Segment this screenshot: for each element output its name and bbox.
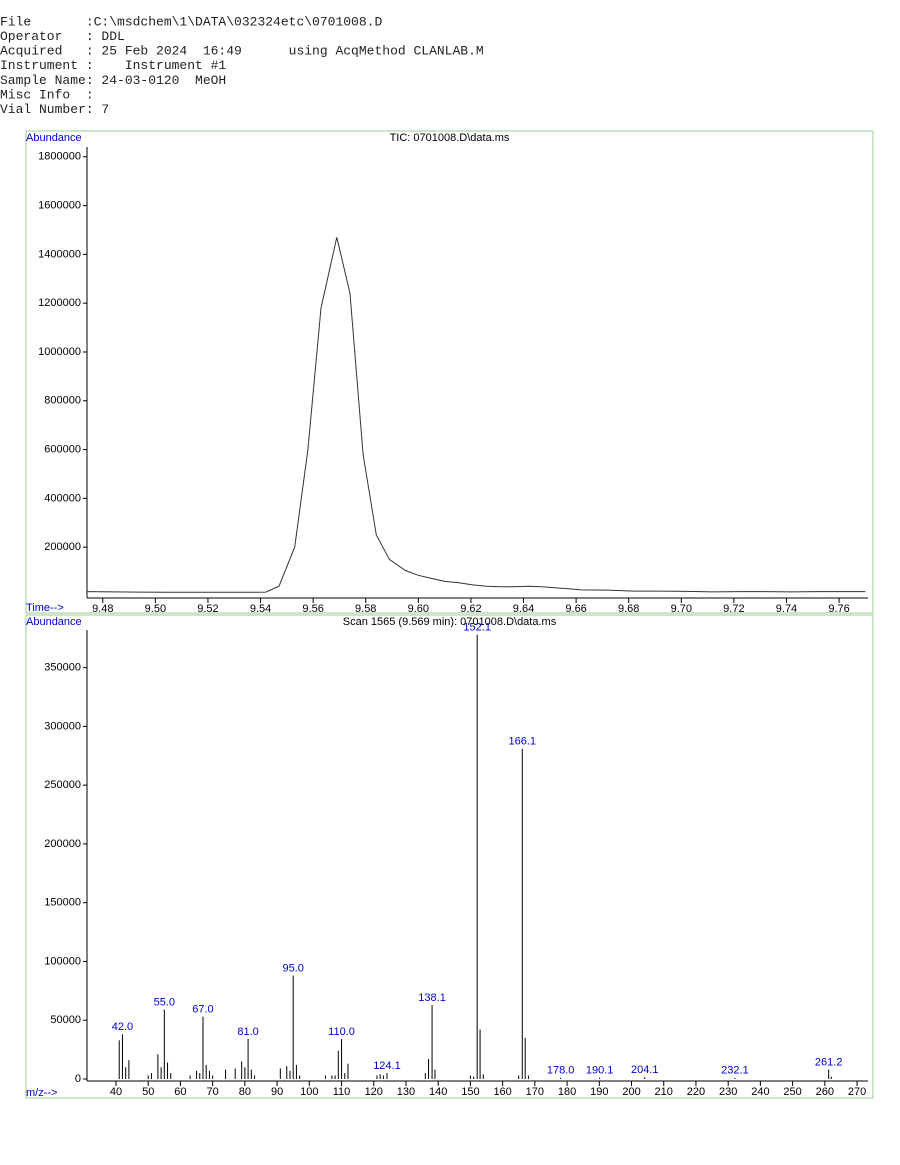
peak-label: 232.1 bbox=[721, 1065, 749, 1077]
x-tick-label: 9.48 bbox=[92, 603, 113, 615]
peak-label: 110.0 bbox=[328, 1026, 355, 1038]
x-tick-label: 260 bbox=[816, 1086, 834, 1098]
peak-label: 95.0 bbox=[282, 962, 303, 974]
y-tick-label: 0 bbox=[75, 1073, 81, 1085]
chart-title: TIC: 0701008.D\data.ms bbox=[390, 132, 510, 144]
y-tick-label: 300000 bbox=[44, 720, 81, 732]
y-tick-label: 1200000 bbox=[38, 297, 81, 309]
x-tick-label: 240 bbox=[751, 1086, 769, 1098]
y-tick-label: 1000000 bbox=[38, 346, 81, 358]
y-tick-label: 1600000 bbox=[38, 199, 81, 211]
x-tick-label: 140 bbox=[429, 1086, 447, 1098]
peak-label: 152.1 bbox=[463, 622, 491, 634]
peak-label: 124.1 bbox=[373, 1060, 401, 1072]
x-tick-label: 110 bbox=[333, 1086, 351, 1098]
peak-label: 55.0 bbox=[154, 997, 175, 1009]
x-tick-label: 9.52 bbox=[197, 603, 218, 615]
y-axis-label: Abundance bbox=[26, 132, 82, 144]
chart-frame bbox=[25, 130, 874, 614]
x-tick-label: 9.60 bbox=[408, 603, 429, 615]
x-tick-label: 130 bbox=[397, 1086, 415, 1098]
peak-label: 138.1 bbox=[418, 992, 446, 1004]
x-axis-label: Time--> bbox=[26, 602, 64, 614]
x-tick-label: 200 bbox=[622, 1086, 640, 1098]
chart-frame bbox=[25, 614, 874, 1099]
x-tick-label: 9.74 bbox=[776, 603, 797, 615]
y-tick-label: 600000 bbox=[44, 443, 81, 455]
peak-label: 178.0 bbox=[547, 1065, 575, 1077]
x-tick-label: 230 bbox=[719, 1086, 737, 1098]
x-tick-label: 170 bbox=[526, 1086, 544, 1098]
x-tick-label: 9.76 bbox=[828, 603, 849, 615]
y-tick-label: 400000 bbox=[44, 492, 81, 504]
x-tick-label: 9.50 bbox=[145, 603, 166, 615]
x-tick-label: 250 bbox=[783, 1086, 801, 1098]
peak-label: 67.0 bbox=[192, 1004, 213, 1016]
peak-label: 204.1 bbox=[631, 1064, 659, 1076]
tic-line bbox=[86, 237, 866, 593]
x-tick-label: 9.62 bbox=[460, 603, 481, 615]
y-tick-label: 1400000 bbox=[38, 248, 81, 260]
peak-label: 190.1 bbox=[586, 1065, 614, 1077]
y-tick-label: 150000 bbox=[44, 897, 81, 909]
x-tick-label: 90 bbox=[271, 1086, 283, 1098]
peak-label: 166.1 bbox=[509, 736, 537, 748]
x-tick-label: 9.68 bbox=[618, 603, 639, 615]
chart-title: Scan 1565 (9.569 min): 0701008.D\data.ms bbox=[343, 616, 557, 628]
y-tick-label: 200000 bbox=[44, 838, 81, 850]
x-tick-label: 160 bbox=[493, 1086, 511, 1098]
x-axis-label: m/z--> bbox=[26, 1087, 57, 1099]
x-tick-label: 180 bbox=[558, 1086, 576, 1098]
x-tick-label: 9.54 bbox=[250, 603, 271, 615]
header-line: Misc Info : bbox=[0, 87, 94, 102]
header-line: Operator : DDL bbox=[0, 29, 125, 44]
peak-label: 261.2 bbox=[815, 1057, 843, 1069]
x-tick-label: 40 bbox=[110, 1086, 122, 1098]
x-tick-label: 9.66 bbox=[565, 603, 586, 615]
x-tick-label: 60 bbox=[174, 1086, 186, 1098]
x-tick-label: 70 bbox=[207, 1086, 219, 1098]
x-tick-label: 150 bbox=[461, 1086, 479, 1098]
x-tick-label: 50 bbox=[142, 1086, 154, 1098]
x-tick-label: 220 bbox=[687, 1086, 705, 1098]
x-tick-label: 9.58 bbox=[355, 603, 376, 615]
header-line: File :C:\msdchem\1\DATA\032324etc\070100… bbox=[0, 14, 382, 29]
x-tick-label: 190 bbox=[590, 1086, 608, 1098]
x-tick-label: 9.56 bbox=[302, 603, 323, 615]
y-axis-label: Abundance bbox=[26, 616, 82, 628]
y-tick-label: 800000 bbox=[44, 395, 81, 407]
y-tick-label: 350000 bbox=[44, 662, 81, 674]
header-line: Acquired : 25 Feb 2024 16:49 using AcqMe… bbox=[0, 44, 484, 59]
x-tick-label: 120 bbox=[365, 1086, 383, 1098]
header-line: Instrument : Instrument #1 bbox=[0, 58, 226, 73]
x-tick-label: 100 bbox=[300, 1086, 318, 1098]
y-tick-label: 200000 bbox=[44, 541, 81, 553]
x-tick-label: 9.64 bbox=[513, 603, 534, 615]
x-tick-label: 9.70 bbox=[671, 603, 692, 615]
y-tick-label: 50000 bbox=[50, 1014, 81, 1026]
x-tick-label: 80 bbox=[239, 1086, 251, 1098]
y-tick-label: 1800000 bbox=[38, 151, 81, 163]
x-tick-label: 210 bbox=[655, 1086, 673, 1098]
y-tick-label: 100000 bbox=[44, 955, 81, 967]
y-tick-label: 250000 bbox=[44, 779, 81, 791]
x-tick-label: 9.72 bbox=[723, 603, 744, 615]
header-line: Vial Number: 7 bbox=[0, 102, 109, 117]
peak-label: 81.0 bbox=[237, 1026, 258, 1038]
peak-label: 42.0 bbox=[112, 1021, 133, 1033]
header-line: Sample Name: 24-03-0120 MeOH bbox=[0, 73, 226, 88]
x-tick-label: 270 bbox=[848, 1086, 866, 1098]
